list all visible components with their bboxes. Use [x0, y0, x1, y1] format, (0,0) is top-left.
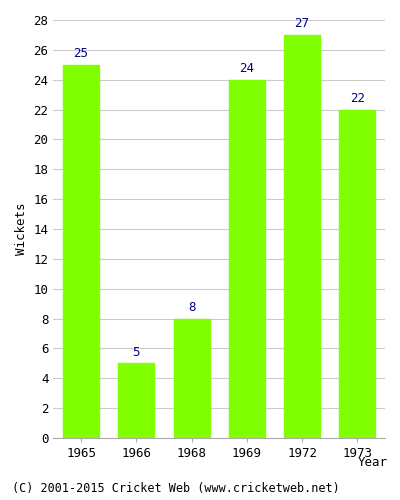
Text: 27: 27: [295, 18, 310, 30]
Bar: [340, 110, 375, 438]
Bar: [118, 364, 154, 438]
Bar: [63, 65, 99, 438]
Text: 24: 24: [239, 62, 254, 75]
Text: 8: 8: [188, 301, 195, 314]
Y-axis label: Wickets: Wickets: [15, 202, 28, 255]
Bar: [229, 80, 265, 438]
Text: (C) 2001-2015 Cricket Web (www.cricketweb.net): (C) 2001-2015 Cricket Web (www.cricketwe…: [12, 482, 340, 495]
Text: 25: 25: [74, 48, 88, 60]
Text: 22: 22: [350, 92, 365, 105]
Bar: [284, 35, 320, 438]
Bar: [174, 318, 210, 438]
Text: Year: Year: [358, 456, 388, 469]
Text: 5: 5: [132, 346, 140, 359]
